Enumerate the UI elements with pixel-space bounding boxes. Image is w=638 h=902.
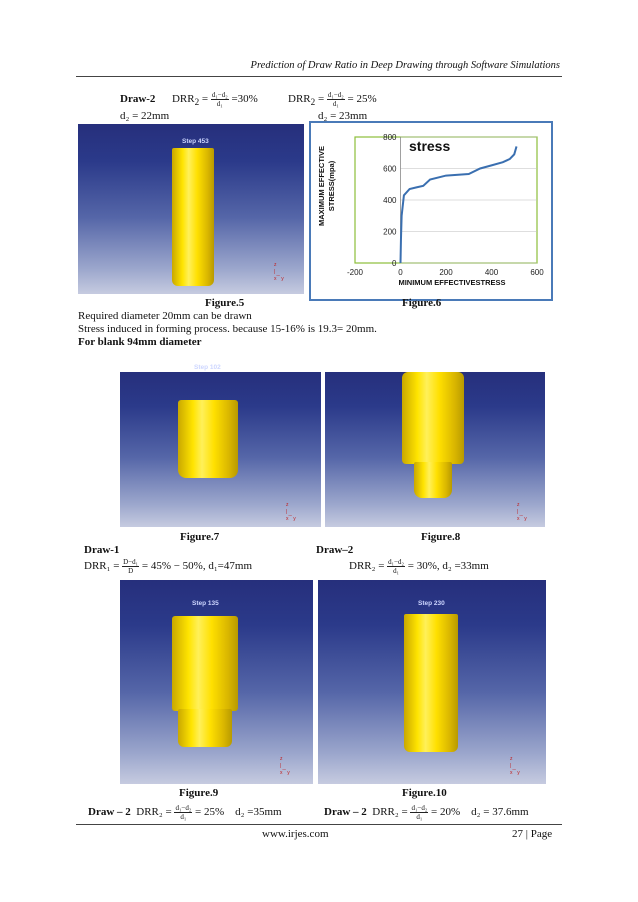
axes-triad-icon: z | x‾‾ y bbox=[510, 756, 520, 776]
figure5-caption: Figure.5 bbox=[205, 297, 245, 309]
equals: = bbox=[317, 93, 325, 106]
frac-den: d₁ bbox=[332, 100, 339, 108]
figure10-caption: Figure.10 bbox=[402, 787, 447, 799]
draw-label: Draw-2 bbox=[120, 93, 156, 106]
x-axis-label: MINIMUM EFFECTIVESTRESS bbox=[398, 278, 505, 287]
xtick-label: 600 bbox=[530, 268, 544, 277]
footer-rule bbox=[76, 824, 562, 825]
ytick-label: 0 bbox=[392, 259, 397, 268]
drr-value: =30% bbox=[231, 93, 258, 106]
top-formula-right: DRR2 = d₁−d₂ d₁ = 25% bbox=[288, 91, 377, 108]
axes-triad-icon: z | x‾‾ y bbox=[274, 262, 284, 282]
drawn-cup-upper bbox=[172, 616, 238, 711]
axes-triad-icon: z | x‾‾ y bbox=[517, 502, 527, 522]
figure6-caption: Figure.6 bbox=[402, 297, 442, 309]
body-line-1: Required diameter 20mm can be drawn bbox=[78, 310, 252, 322]
drr-value: = 25% bbox=[347, 93, 377, 106]
drawn-cup-upper bbox=[402, 372, 464, 464]
step-label: Step 230 bbox=[418, 600, 445, 607]
fraction: d₁−d₂ d₁ bbox=[174, 804, 193, 821]
figure10-simulation: Step 230 z | x‾‾ y bbox=[318, 580, 546, 784]
bottom-right-formula: Draw – 2 DRR₂ = d₁−d₂ d₁ = 20% d₂ = 37.6m… bbox=[324, 804, 529, 821]
step-label: Step 135 bbox=[192, 600, 219, 607]
body-line-2: Stress induced in forming process. becau… bbox=[78, 323, 377, 335]
drawn-cup bbox=[404, 614, 458, 752]
fraction: D−d₁ D bbox=[122, 558, 140, 575]
ytick-label: 800 bbox=[383, 133, 397, 142]
draw2-label: Draw–2 bbox=[316, 544, 354, 556]
body-line-3: For blank 94mm diameter bbox=[78, 336, 202, 348]
y-axis-label-line2: STRESS(mpa) bbox=[327, 160, 336, 211]
figure8-caption: Figure.8 bbox=[421, 531, 461, 543]
series-line bbox=[399, 146, 518, 264]
frac-den: d₁ bbox=[216, 100, 223, 108]
drawn-cup-lower bbox=[414, 462, 452, 498]
footer-url: www.irjes.com bbox=[262, 828, 329, 840]
figure7-simulation: z | x‾‾ y bbox=[120, 372, 321, 527]
drawn-cup bbox=[172, 148, 214, 286]
figure9-simulation: Step 135 z | x‾‾ y bbox=[120, 580, 313, 784]
d2-left: d₂ = 22mm bbox=[120, 110, 170, 122]
stress-chart-svg: 0 200 400 600 800 -200 0 200 400 600 stress MINIMUM… bbox=[317, 133, 544, 287]
drawn-cup bbox=[178, 400, 238, 478]
y-axis-label-line1: MAXIMUM EFFECTIVE bbox=[317, 146, 326, 226]
figure8-simulation: z | x‾‾ y bbox=[325, 372, 545, 527]
drr-symbol: DRR bbox=[171, 93, 195, 106]
drr1-formula: DRR₁ = D−d₁ D = 45% − 50%, d₁=47mm bbox=[84, 558, 252, 575]
drawn-cup-lower bbox=[178, 709, 232, 747]
fraction: d₁−d₂ d₁ bbox=[326, 91, 345, 108]
fig7-step-label: Step 102 bbox=[194, 364, 221, 371]
header-rule bbox=[76, 76, 562, 77]
top-formula-left: Draw-2 DRR2 = d₁−d₂ d₁ =30% bbox=[120, 91, 258, 108]
frac-num: d₁−d₂ bbox=[210, 91, 229, 100]
step-label: Step 453 bbox=[182, 138, 209, 145]
drr-symbol: DRR bbox=[288, 93, 311, 106]
page-number: 27 | Page bbox=[512, 828, 553, 840]
fraction: d₁−d₂ d₁ bbox=[410, 804, 429, 821]
fraction: d₁−d₂ d₁ bbox=[210, 91, 229, 108]
drr-subscript: 2 bbox=[194, 97, 200, 108]
ytick-label: 600 bbox=[383, 165, 397, 174]
xtick-label: 200 bbox=[439, 268, 453, 277]
figure7-caption: Figure.7 bbox=[180, 531, 220, 543]
drr-subscript: 2 bbox=[310, 97, 316, 108]
figure5-simulation: Step 453 z | x‾‾ y bbox=[78, 124, 304, 294]
ytick-label: 200 bbox=[383, 228, 397, 237]
xtick-label: 400 bbox=[485, 268, 499, 277]
drr2-formula: DRR₂ = d₁−d₂ d₁ = 30%, d₂ =33mm bbox=[349, 558, 489, 575]
frac-num: d₁−d₂ bbox=[326, 91, 345, 100]
running-header: Prediction of Draw Ratio in Deep Drawing… bbox=[250, 60, 560, 71]
ytick-label: 400 bbox=[383, 196, 397, 205]
axes-triad-icon: z | x‾‾ y bbox=[286, 502, 296, 522]
draw1-label: Draw-1 bbox=[84, 544, 120, 556]
xtick-label: 0 bbox=[398, 268, 403, 277]
figure6-chart: 0 200 400 600 800 -200 0 200 400 600 stress MINIMUM… bbox=[309, 121, 553, 301]
axes-triad-icon: z | x‾‾ y bbox=[280, 756, 290, 776]
figure9-caption: Figure.9 bbox=[179, 787, 219, 799]
xtick-label: -200 bbox=[347, 268, 364, 277]
bottom-left-formula: Draw – 2 DRR₂ = d₁−d₂ d₁ = 25% d₂ =35mm bbox=[88, 804, 282, 821]
equals: = bbox=[201, 93, 209, 106]
chart-title: stress bbox=[409, 138, 450, 154]
fraction: d₁−d₂ d₁ bbox=[387, 558, 405, 575]
d2-right: d₂ = 23mm bbox=[318, 110, 368, 122]
